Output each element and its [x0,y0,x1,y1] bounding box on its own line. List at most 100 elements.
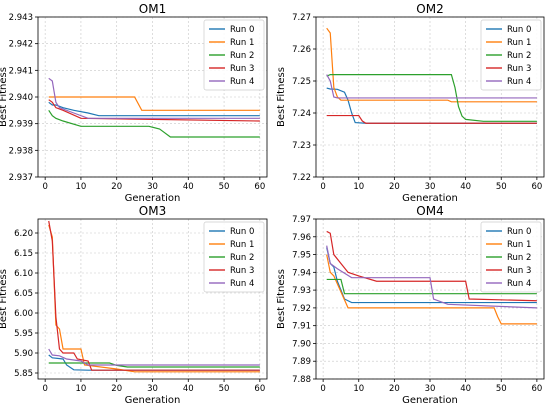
legend-label: Run 2 [507,51,531,61]
chart-title: OM3 [139,204,166,218]
y-tick-label: 6.15 [14,249,33,259]
x-tick-label: 40 [183,384,194,394]
y-tick-label: 7.89 [292,357,311,367]
series-line [48,101,260,117]
series-line [326,254,537,325]
x-tick-label: 40 [183,182,194,192]
y-tick-label: 7.96 [292,233,311,243]
series-line [48,348,260,366]
y-tick-label: 6.00 [14,309,33,319]
legend-label: Run 4 [230,279,254,289]
legend-label: Run 0 [507,227,531,237]
x-tick-label: 0 [320,182,325,192]
y-tick-label: 2.937 [9,173,33,183]
x-tick-label: 10 [76,384,87,394]
series-line [48,96,260,111]
legend-label: Run 0 [230,25,254,35]
x-tick-label: 50 [219,182,230,192]
legend-label: Run 4 [507,77,531,87]
series-line [326,114,537,124]
x-axis-label: Generation [402,193,458,204]
y-tick-label: 6.20 [14,229,33,239]
chart-title: OM4 [416,204,443,218]
y-tick-label: 6.05 [14,289,33,299]
y-tick-label: 7.97 [292,215,311,225]
y-tick-label: 7.23 [292,141,311,151]
y-tick-label: 7.25 [292,77,311,87]
y-tick-label: 7.88 [292,375,311,385]
y-tick-label: 7.91 [292,322,311,332]
x-tick-label: 20 [111,384,122,394]
x-axis-label: Generation [125,395,181,406]
chart-title: OM1 [139,2,166,16]
x-tick-label: 40 [460,384,471,394]
legend-label: Run 1 [507,240,531,250]
x-tick-label: 10 [353,384,364,394]
y-tick-label: 7.92 [292,304,311,314]
y-tick-label: 7.27 [292,13,311,23]
legend-label: Run 4 [507,279,531,289]
x-tick-label: 50 [219,384,230,394]
y-tick-label: 2.938 [9,146,33,156]
x-tick-label: 30 [425,182,436,192]
x-tick-label: 40 [460,182,471,192]
legend-label: Run 1 [507,38,531,48]
x-tick-label: 0 [42,182,47,192]
legend-label: Run 4 [230,77,254,87]
y-axis-label: Best Fitness [0,269,9,329]
x-tick-label: 30 [147,182,158,192]
x-tick-label: 60 [531,182,542,192]
x-tick-label: 20 [389,182,400,192]
x-tick-label: 30 [425,384,436,394]
legend-label: Run 3 [230,266,254,276]
y-tick-label: 7.22 [292,173,311,183]
chart-panel: 0 10 20 30 40 50 60 7.22 7.23 7.24 7.25 7.26 7.27 OM2… [276,2,545,204]
series-line [48,109,260,138]
x-tick-label: 0 [42,384,47,394]
x-tick-label: 30 [147,384,158,394]
x-tick-label: 60 [254,384,265,394]
legend-label: Run 2 [230,253,254,263]
legend-label: Run 0 [230,227,254,237]
y-tick-label: 7.93 [292,286,311,296]
series-line [326,87,537,124]
y-tick-label: 7.26 [292,45,311,55]
y-axis-label: Best Fitness [276,269,287,329]
y-tick-label: 2.941 [9,66,33,76]
x-tick-label: 20 [389,384,400,394]
legend-label: Run 0 [507,25,531,35]
legend-label: Run 2 [230,51,254,61]
x-tick-label: 10 [353,182,364,192]
chart-panel: 0 10 20 30 40 50 60 2.937 2.938 2.939 2.940 2.941 2.… [0,2,268,204]
legend-box [203,19,265,91]
series-line [326,278,537,295]
y-tick-label: 2.939 [9,120,33,130]
x-tick-label: 60 [531,384,542,394]
x-axis-label: Generation [125,193,181,204]
series-line [48,354,260,371]
y-tick-label: 2.943 [9,13,33,23]
series-line [326,245,537,309]
y-tick-label: 7.90 [292,339,311,349]
legend-label: Run 1 [230,240,254,250]
y-axis-label: Best Fitness [0,67,9,127]
series-line [48,77,260,119]
x-axis-label: Generation [402,395,458,406]
series-line [326,74,537,99]
x-tick-label: 20 [111,182,122,192]
chart-title: OM2 [416,2,443,16]
x-tick-label: 60 [254,182,265,192]
legend-label: Run 3 [507,64,531,74]
x-tick-label: 10 [76,182,87,192]
legend-box [480,19,542,91]
y-tick-label: 2.940 [9,93,33,103]
y-tick-label: 7.24 [292,109,311,119]
chart-panel: 0 10 20 30 40 50 60 7.88 7.89 7.90 7.91 7.92 7.93 7.9… [276,204,545,406]
legend-label: Run 3 [507,266,531,276]
series-line [326,74,537,122]
legend-label: Run 2 [507,253,531,263]
y-tick-label: 6.10 [14,269,33,279]
chart-panel: 0 10 20 30 40 50 60 5.85 5.90 5.95 6.00 6.05 6.10 6.1… [0,204,268,406]
y-tick-label: 5.90 [14,349,33,359]
